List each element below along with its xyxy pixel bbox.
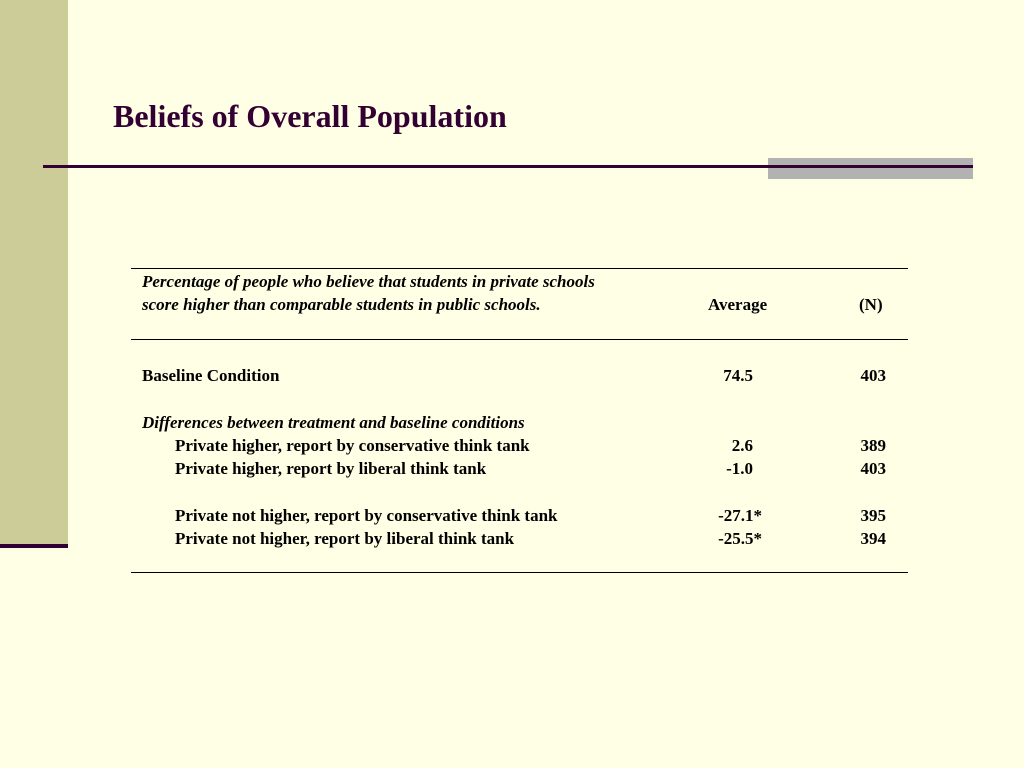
table-top-rule: [131, 268, 908, 269]
slide-title: Beliefs of Overall Population: [113, 98, 507, 134]
baseline-average: 74.5: [723, 366, 753, 385]
table-row-average: -25.5*: [718, 529, 762, 548]
table-row-n: 394: [860, 529, 887, 548]
left-band-rule: [0, 544, 68, 548]
table-row-label: Private not higher, report by liberal th…: [175, 529, 515, 548]
title-accent-bar: [768, 158, 973, 179]
table-row-average: 2.6: [731, 436, 753, 455]
baseline-n: 403: [860, 366, 887, 385]
title-divider: [43, 165, 973, 168]
baseline-label: Baseline Condition: [142, 366, 280, 385]
table-row-n: 389: [860, 436, 887, 455]
table-row-n: 403: [860, 459, 887, 478]
table-bottom-rule: [131, 572, 908, 573]
table-row-label: Private not higher, report by conservati…: [175, 506, 558, 525]
table-row-n: 395: [860, 506, 887, 525]
differences-heading: Differences between treatment and baseli…: [142, 413, 525, 432]
table-header-rule: [131, 339, 908, 340]
table-row-label: Private higher, report by liberal think …: [175, 459, 487, 478]
table-header-n: (N): [859, 295, 883, 314]
title-divider-accent-line: [768, 165, 973, 168]
table-header-average: Average: [708, 295, 768, 314]
table-row-average: -1.0: [726, 459, 753, 478]
left-decorative-band: [0, 0, 68, 545]
table-row-label: Private higher, report by conservative t…: [175, 436, 530, 455]
table-row-average: -27.1*: [718, 506, 762, 525]
table-header-description: Percentage of people who believe that st…: [142, 272, 595, 314]
